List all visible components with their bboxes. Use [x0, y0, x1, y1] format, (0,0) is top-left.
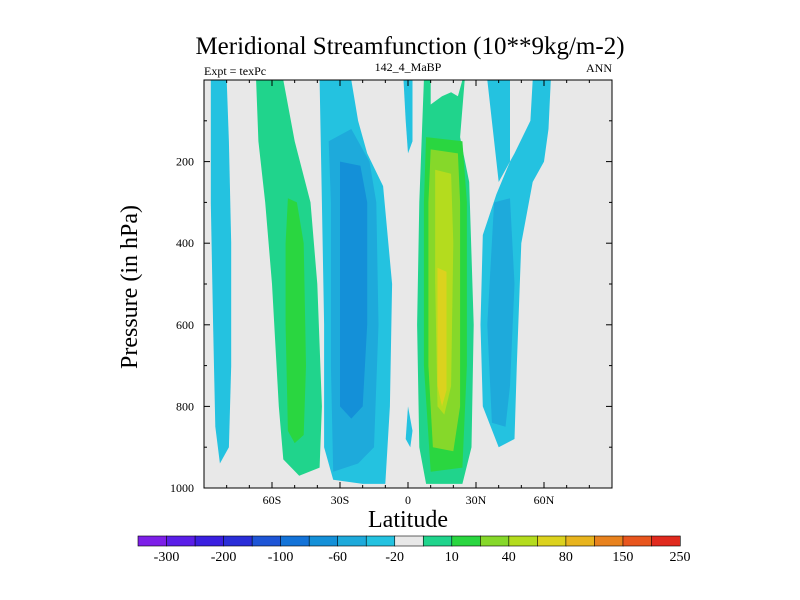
experiment-label: Expt = texPc: [204, 64, 266, 78]
eq-thin-band-lower: [405, 406, 413, 448]
colorbar-swatch: [337, 535, 367, 547]
y-axis-label: Pressure (in hPa): [117, 205, 143, 369]
colorbar-label: 10: [445, 550, 459, 565]
colorbar-swatch: [622, 535, 653, 547]
colorbar-swatch: [451, 535, 481, 547]
colorbar-label: -100: [268, 550, 294, 565]
x-tick-label: 0: [405, 493, 411, 507]
colorbar-swatch: [251, 535, 282, 547]
sh-ferrel-cell-core: [285, 198, 306, 444]
colorbar-label: 250: [670, 550, 691, 565]
x-tick-label: 30S: [331, 493, 350, 507]
season-label: ANN: [586, 61, 612, 75]
chart-title: Meridional Streamfunction (10**9kg/m-2): [195, 33, 624, 60]
run-label: 142_4_MaBP: [375, 60, 442, 74]
colorbar-swatch: [166, 535, 196, 547]
colorbar-swatch: [480, 535, 510, 547]
plot-area: 60S 30S 0 30N 60N 200 400 600 800 1000: [170, 79, 613, 507]
colorbar-swatch: [280, 535, 310, 547]
x-tick-label: 60N: [534, 493, 555, 507]
y-tick-label: 200: [176, 155, 194, 169]
colorbar-label: 40: [502, 550, 516, 565]
colorbar-swatch: [565, 535, 596, 547]
colorbar-label: -300: [154, 550, 180, 565]
colorbar-swatch: [422, 535, 453, 547]
colorbar-swatch: [394, 535, 424, 547]
colorbar-label: -200: [211, 550, 237, 565]
contour-fills: [210, 80, 551, 484]
sh-hadley-cell-core: [340, 161, 368, 419]
colorbar-swatch: [308, 535, 339, 547]
colorbar-label: -20: [385, 550, 404, 565]
x-tick-label: 30N: [466, 493, 487, 507]
colorbar-swatch: [537, 535, 567, 547]
colorbar-label: 150: [612, 550, 633, 565]
colorbar-swatch: [651, 535, 681, 547]
x-tick-label: 60S: [263, 493, 282, 507]
y-tick-label: 600: [176, 318, 194, 332]
colorbar-swatch: [594, 535, 624, 547]
nh-ferrel-cell-core: [487, 198, 515, 427]
colorbar-swatch: [137, 535, 168, 547]
colorbar-label: -60: [328, 550, 347, 565]
y-tick-label: 400: [176, 236, 194, 250]
x-ticks: 60S 30S 0 30N 60N: [226, 80, 590, 507]
nh-hadley-cell-peak: [437, 267, 447, 407]
colorbar-swatch: [223, 535, 253, 547]
sh-polar-cell-band: [210, 80, 232, 464]
colorbar-swatch: [365, 535, 396, 547]
eq-thin-band-upper: [403, 80, 413, 154]
x-axis-label: Latitude: [368, 507, 448, 533]
colorbar-swatch: [508, 535, 538, 547]
colorbar-swatch: [194, 535, 225, 547]
y-ticks: 200 400 600 800 1000: [170, 120, 612, 495]
colorbar: -300 -200 -100 -60 -20 10 40 80 150 250: [137, 535, 691, 565]
y-tick-label: 1000: [170, 481, 194, 495]
colorbar-label: 80: [559, 550, 573, 565]
y-tick-label: 800: [176, 399, 194, 413]
